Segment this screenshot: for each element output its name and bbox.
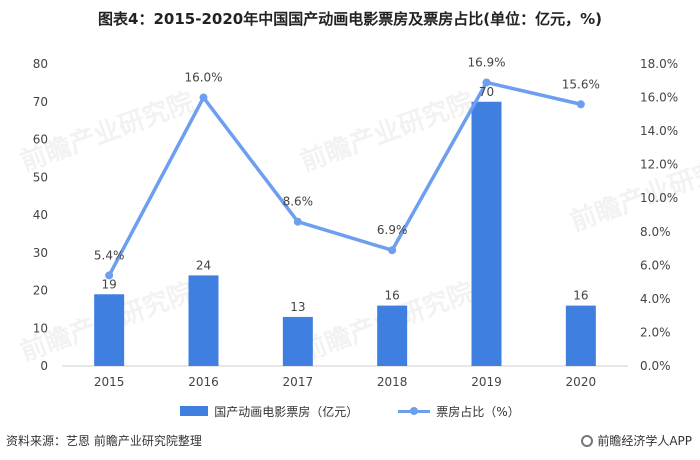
bar-value-label: 19 xyxy=(102,277,117,291)
bar-value-label: 16 xyxy=(385,289,400,303)
y-right-tick-label: 2.0% xyxy=(640,325,671,339)
y-left-tick-label: 0 xyxy=(40,359,48,373)
y-left-tick-label: 20 xyxy=(33,284,48,298)
bar xyxy=(377,305,408,366)
legend-bar-label: 国产动画电影票房（亿元） xyxy=(214,404,359,419)
bar xyxy=(188,275,219,366)
bars xyxy=(94,101,596,366)
y-right-tick-label: 4.0% xyxy=(640,292,671,306)
chart-title: 图表4：2015-2020年中国国产动画电影票房及票房占比(单位：亿元，%) xyxy=(98,10,602,28)
x-tick-label: 2016 xyxy=(188,375,219,389)
line-point xyxy=(293,217,302,226)
line-value-label: 8.6% xyxy=(283,195,314,209)
watermark-text: 前瞻产业研究院 xyxy=(296,86,478,177)
brand-logo-icon xyxy=(581,434,594,447)
footer: 资料来源：艺恩 前瞻产业研究院整理 前瞻经济学人APP xyxy=(0,432,700,452)
line-point xyxy=(388,246,397,255)
legend-bar-swatch xyxy=(180,406,209,416)
line-point xyxy=(199,93,208,102)
y-left-tick-label: 40 xyxy=(33,208,48,222)
line-value-label: 15.6% xyxy=(562,77,600,91)
line-point xyxy=(105,271,114,280)
x-tick-label: 2017 xyxy=(283,375,314,389)
bar-value-label: 16 xyxy=(573,289,588,303)
y-right-tick-label: 8.0% xyxy=(640,225,671,239)
y-right-tick-label: 0.0% xyxy=(640,359,671,373)
source-text: 资料来源：艺恩 前瞻产业研究院整理 xyxy=(6,434,202,448)
x-tick-label: 2019 xyxy=(471,375,502,389)
line-value-label: 16.0% xyxy=(184,71,222,85)
bar xyxy=(471,101,502,366)
legend: 国产动画电影票房（亿元） 票房占比（%） xyxy=(0,401,700,421)
axes: 2015 2016 2017 2018 2019 2020 0 10 20 30 40 50 60 70 8… xyxy=(33,57,678,389)
bar xyxy=(94,294,125,366)
line-series xyxy=(105,78,585,280)
y-left-tick-label: 30 xyxy=(33,246,48,260)
line-value-label: 6.9% xyxy=(377,223,408,237)
bar xyxy=(565,305,596,366)
y-left-tick-label: 10 xyxy=(33,321,48,335)
x-tick-label: 2018 xyxy=(377,375,408,389)
line-point xyxy=(576,100,585,109)
y-right-tick-label: 18.0% xyxy=(640,57,678,71)
x-tick-label: 2015 xyxy=(94,375,125,389)
line-value-label: 5.4% xyxy=(94,248,125,262)
y-right-tick-label: 12.0% xyxy=(640,158,678,172)
brand: 前瞻经济学人APP xyxy=(581,432,692,449)
legend-line-swatch xyxy=(398,406,431,416)
y-right-tick-label: 10.0% xyxy=(640,191,678,205)
x-tick-label: 2020 xyxy=(566,375,597,389)
brand-text: 前瞻经济学人APP xyxy=(597,434,692,448)
y-left-tick-label: 80 xyxy=(33,57,48,71)
y-right-tick-label: 14.0% xyxy=(640,124,678,138)
legend-line-label: 票房占比（%） xyxy=(436,404,520,419)
bar xyxy=(282,316,313,366)
series-line xyxy=(107,80,582,277)
line-value-label: 16.9% xyxy=(467,55,505,69)
bar-value-label: 70 xyxy=(479,85,494,99)
bar-value-label: 13 xyxy=(290,300,305,314)
bar-value-label: 24 xyxy=(196,258,211,272)
watermark-text: 前瞻产业研究院 xyxy=(566,146,700,237)
y-left-tick-label: 60 xyxy=(33,133,48,147)
y-left-tick-label: 50 xyxy=(33,170,48,184)
y-right-tick-label: 16.0% xyxy=(640,91,678,105)
data-labels: 19 24 13 16 70 16 5.4% 16.0% 8.6% 6.9% 16.9% 15.6% xyxy=(94,55,600,313)
y-right-tick-label: 6.0% xyxy=(640,258,671,272)
legend-item-bar: 国产动画电影票房（亿元） xyxy=(180,403,358,420)
legend-item-line: 票房占比（%） xyxy=(398,403,520,420)
y-left-tick-label: 70 xyxy=(33,95,48,109)
line-point xyxy=(482,78,491,87)
